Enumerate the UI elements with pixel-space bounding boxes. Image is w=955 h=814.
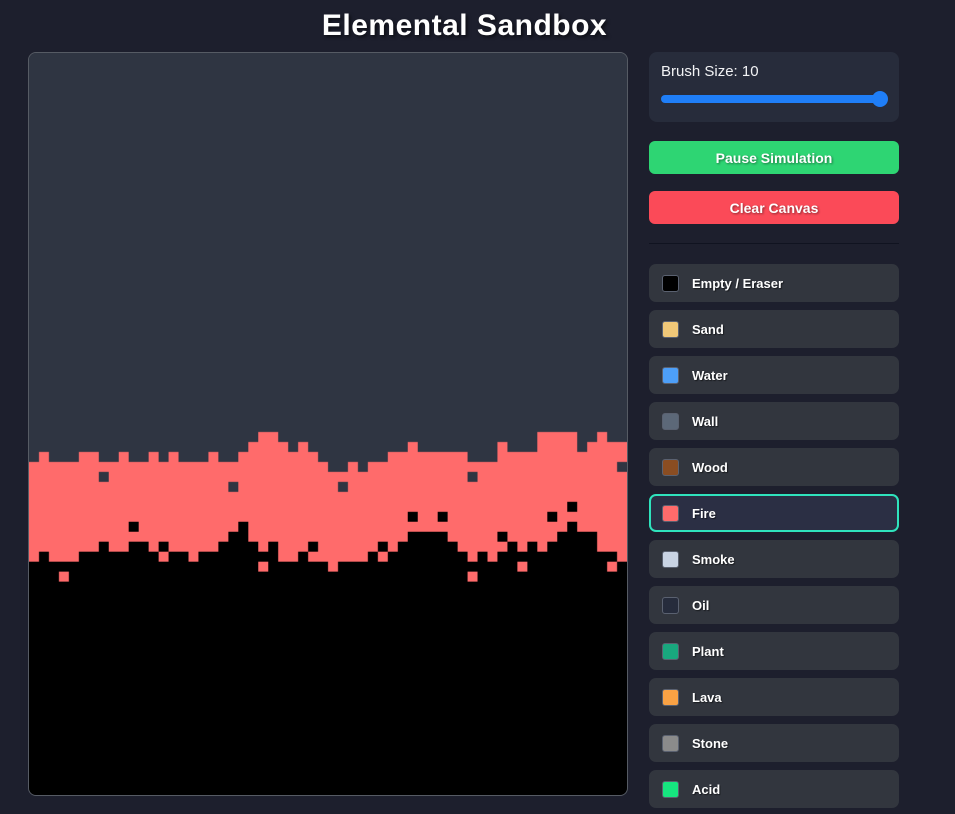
- element-button-empty-eraser[interactable]: Empty / Eraser: [649, 264, 899, 302]
- clear-canvas-button[interactable]: Clear Canvas: [649, 191, 899, 224]
- brush-size-slider[interactable]: [661, 91, 889, 107]
- element-color-swatch: [662, 780, 679, 798]
- element-button-wood[interactable]: Wood: [649, 448, 899, 486]
- element-color-swatch: [662, 274, 679, 292]
- element-label: Lava: [692, 689, 722, 705]
- element-button-plant[interactable]: Plant: [649, 632, 899, 670]
- element-button-smoke[interactable]: Smoke: [649, 540, 899, 578]
- element-button-sand[interactable]: Sand: [649, 310, 899, 348]
- element-label: Sand: [692, 321, 724, 337]
- slider-thumb[interactable]: [872, 91, 889, 107]
- element-label: Wall: [692, 413, 719, 429]
- page-title: Elemental Sandbox: [321, 9, 608, 42]
- element-button-lava[interactable]: Lava: [649, 678, 899, 716]
- element-color-swatch: [662, 504, 679, 522]
- element-button-acid[interactable]: Acid: [649, 770, 899, 808]
- main-layout: Brush Size: 10 Pause Simulation Clear Ca…: [0, 52, 955, 808]
- element-color-swatch: [662, 642, 679, 660]
- element-label: Acid: [692, 781, 721, 797]
- element-button-water[interactable]: Water: [649, 356, 899, 394]
- element-label: Water: [692, 367, 728, 383]
- element-label: Plant: [692, 643, 724, 659]
- simulation-canvas[interactable]: [28, 52, 628, 796]
- element-color-swatch: [662, 688, 679, 706]
- element-color-swatch: [662, 550, 679, 568]
- element-color-swatch: [662, 458, 679, 476]
- brush-size-label: Brush Size: 10: [661, 63, 759, 80]
- element-button-fire[interactable]: Fire: [649, 494, 899, 532]
- element-list: Empty / Eraser Sand Water Wall Wood Fire Smoke…: [649, 264, 899, 808]
- element-label: Stone: [692, 735, 729, 751]
- element-color-swatch: [662, 412, 679, 430]
- element-label: Smoke: [692, 551, 735, 567]
- element-label: Wood: [692, 459, 728, 475]
- element-color-swatch: [662, 734, 679, 752]
- element-label: Oil: [692, 597, 710, 613]
- brush-size-panel: Brush Size: 10: [649, 52, 899, 122]
- element-button-oil[interactable]: Oil: [649, 586, 899, 624]
- element-label: Fire: [692, 505, 716, 521]
- sidebar: Brush Size: 10 Pause Simulation Clear Ca…: [649, 52, 899, 808]
- element-button-stone[interactable]: Stone: [649, 724, 899, 762]
- element-button-wall[interactable]: Wall: [649, 402, 899, 440]
- sidebar-divider: [649, 243, 899, 244]
- element-color-swatch: [662, 320, 679, 338]
- element-label: Empty / Eraser: [692, 275, 784, 291]
- element-color-swatch: [662, 596, 679, 614]
- slider-track[interactable]: [661, 95, 887, 103]
- element-color-swatch: [662, 366, 679, 384]
- pause-simulation-button[interactable]: Pause Simulation: [649, 141, 899, 174]
